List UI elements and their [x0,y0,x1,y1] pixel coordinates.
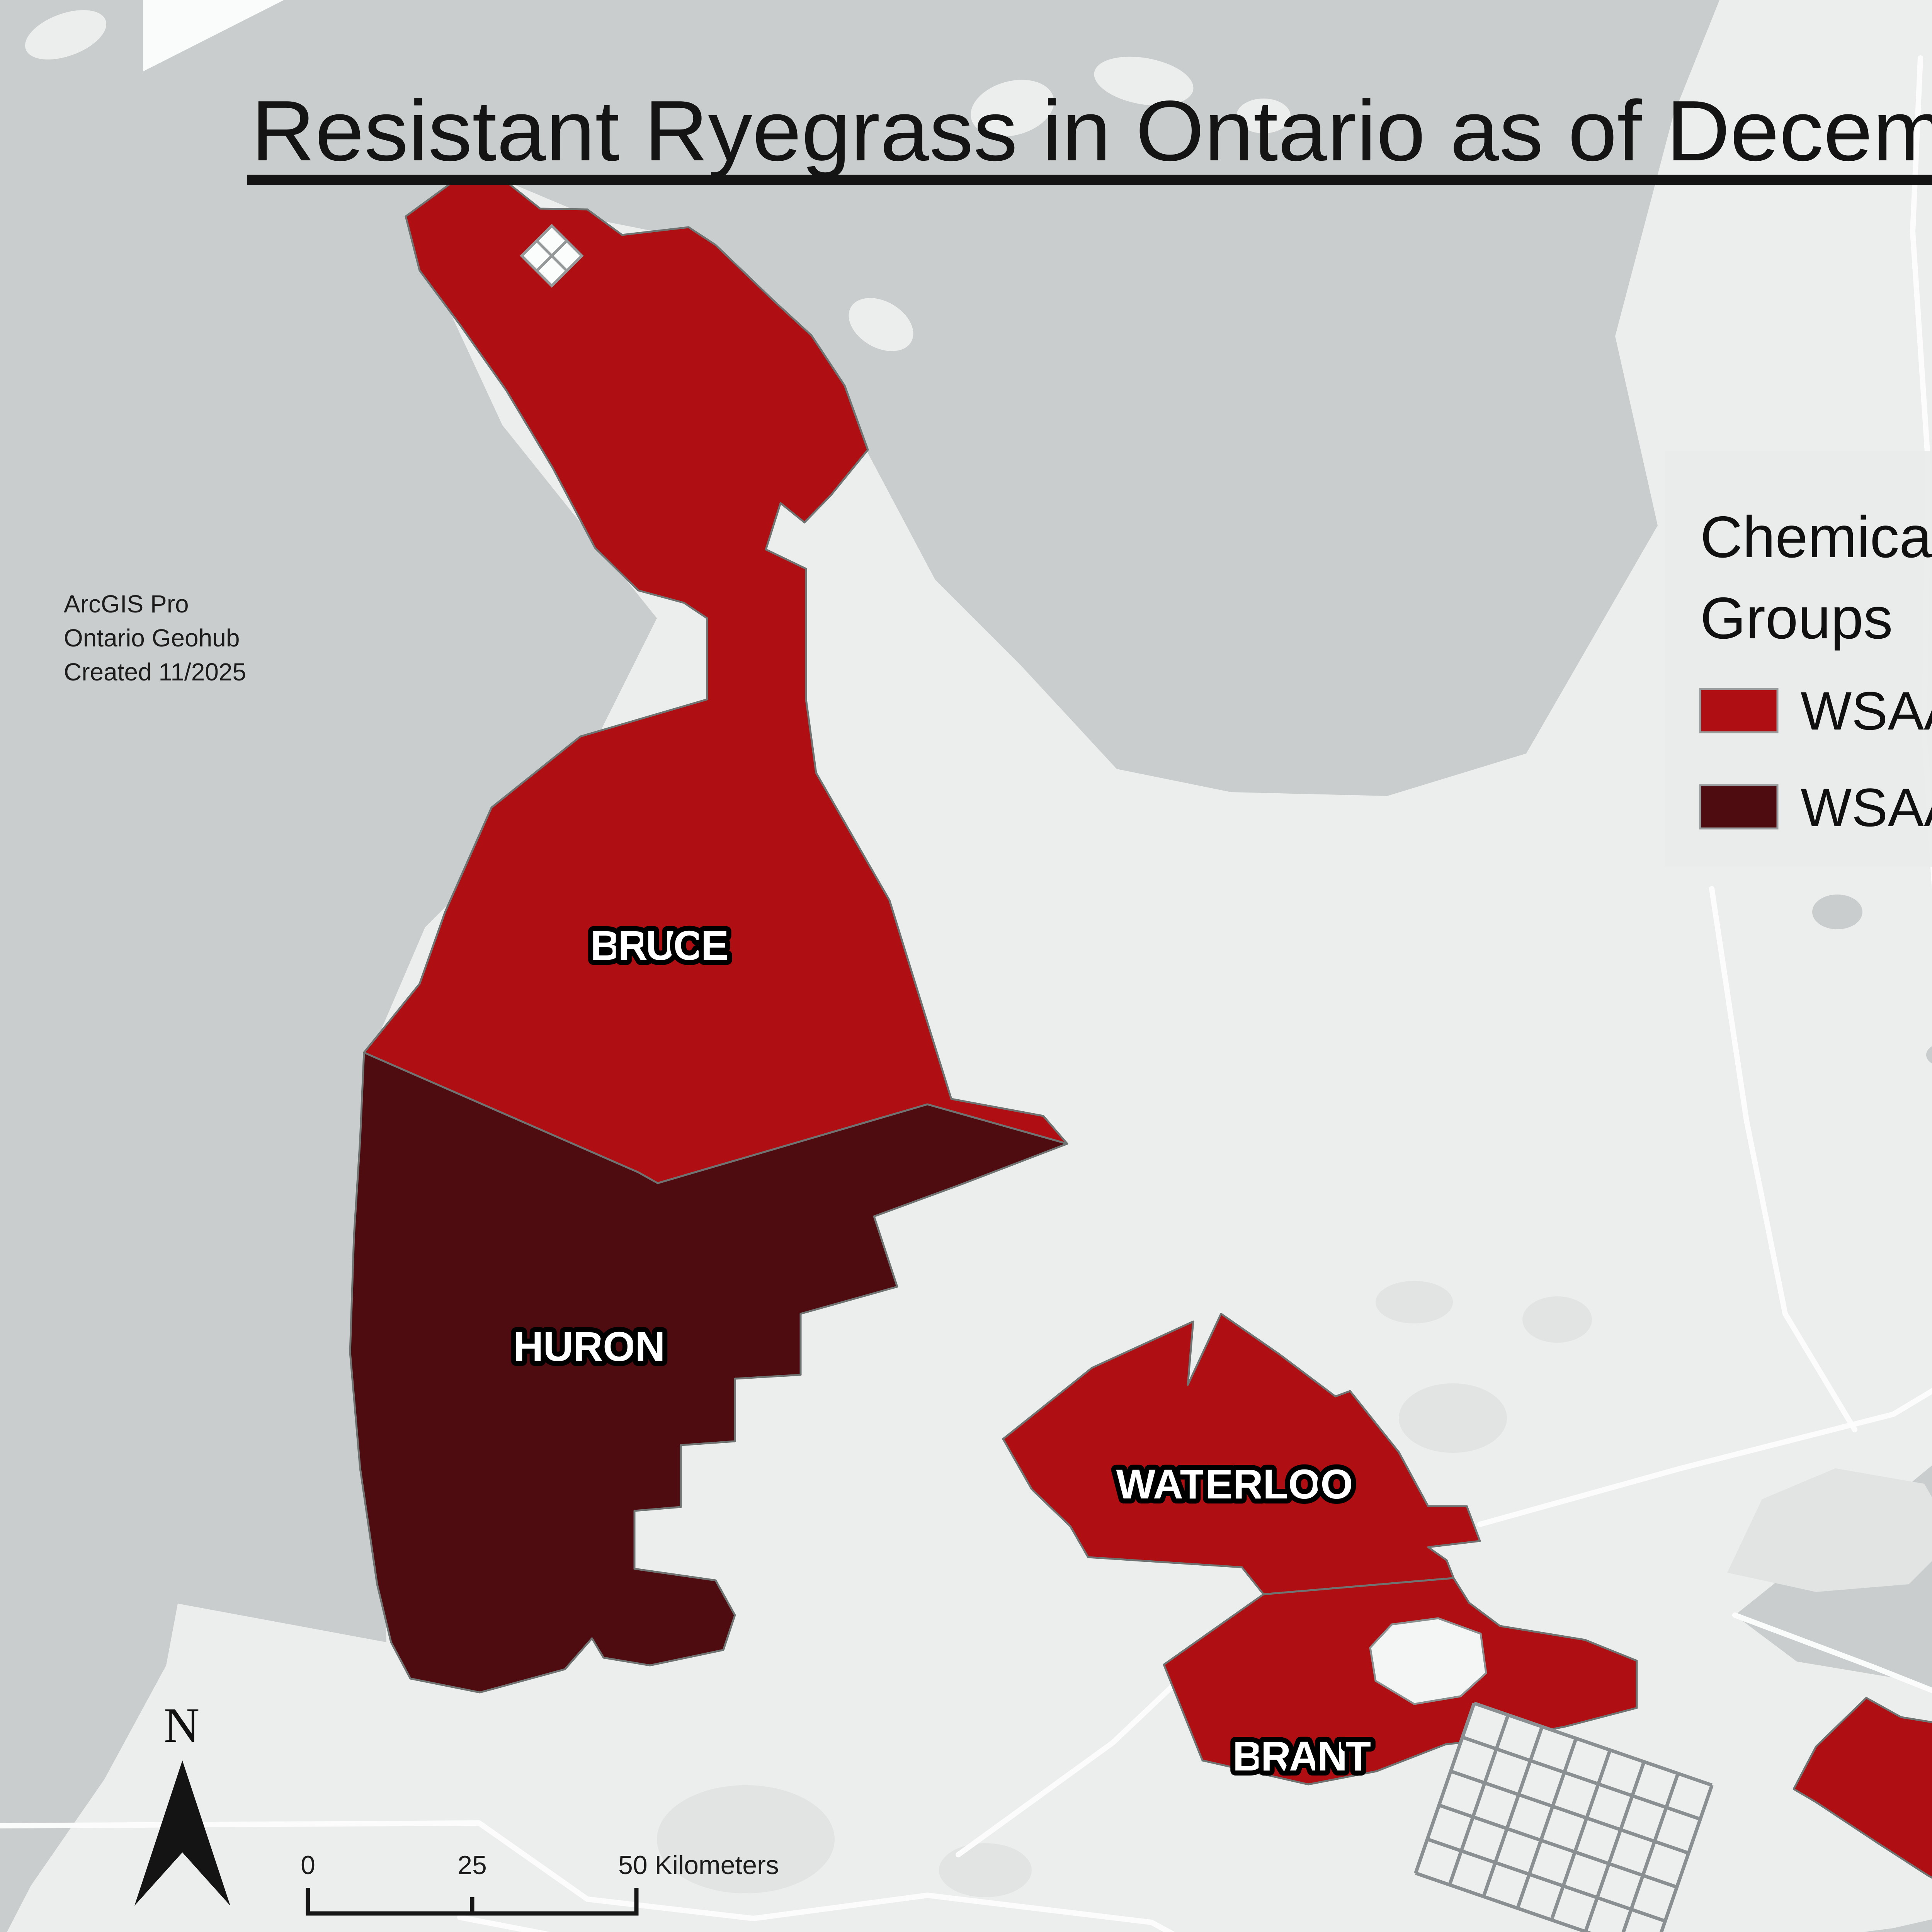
island [1094,56,1194,106]
scale-tick-50: 50 Kilometers [618,1850,779,1880]
island [25,10,107,60]
region-waterloo [1002,1313,1481,1595]
lake-huron-georgian-bay-water [0,0,1719,1932]
cape-croker-grid [520,224,584,288]
legend-swatch-wsaa9 [1699,688,1779,733]
island [971,80,1054,137]
scale-bar: 0 25 50 Kilometers [301,1850,779,1916]
legend-label-wsaa9: WSAA 9 [1801,680,1932,741]
legend-title-line-2: Groups [1700,585,1893,651]
island [849,298,913,351]
legend-title-line-1: Chemical [1700,504,1932,570]
label-bruce: BRUCE [590,922,730,969]
legend: Chemical Groups WSAA 9 WSAA 1,9 [1665,451,1932,867]
page-title: Resistant Ryegrass in Ontario as of Dece… [251,83,1932,179]
legend-label-wsaa19: WSAA 1,9 [1801,777,1932,838]
region-bruce [363,177,1068,1184]
brantford-hole [1369,1617,1487,1705]
north-arrow: N [134,1698,230,1906]
attribution-line-1: ArcGIS Pro [64,590,189,618]
region-niagara [1793,1697,1932,1879]
urban-areas [657,1281,1932,1897]
attribution: ArcGIS Pro Ontario Geohub Created 11/202… [64,590,246,686]
inland-lakes [1812,895,1932,1064]
label-waterloo: WATERLOO [1116,1461,1354,1507]
six-nations-grid [1414,1701,1714,1932]
label-brant: BRANT [1233,1733,1372,1779]
scale-tick-25: 25 [457,1850,487,1880]
north-arrow-icon [134,1760,230,1906]
north-arrow-label: N [164,1698,199,1753]
attribution-line-3: Created 11/2025 [64,658,246,686]
title-underline [247,175,1932,185]
attribution-line-2: Ontario Geohub [64,624,240,652]
lake-erie-water [1864,1919,1932,1932]
label-huron: HURON [514,1323,666,1370]
scale-tick-0: 0 [301,1850,315,1880]
shore-sliver [143,0,284,71]
scale-bar-line [306,1888,639,1916]
region-huron [349,1051,1068,1694]
island [1236,99,1291,133]
legend-swatch-wsaa19 [1699,784,1779,830]
